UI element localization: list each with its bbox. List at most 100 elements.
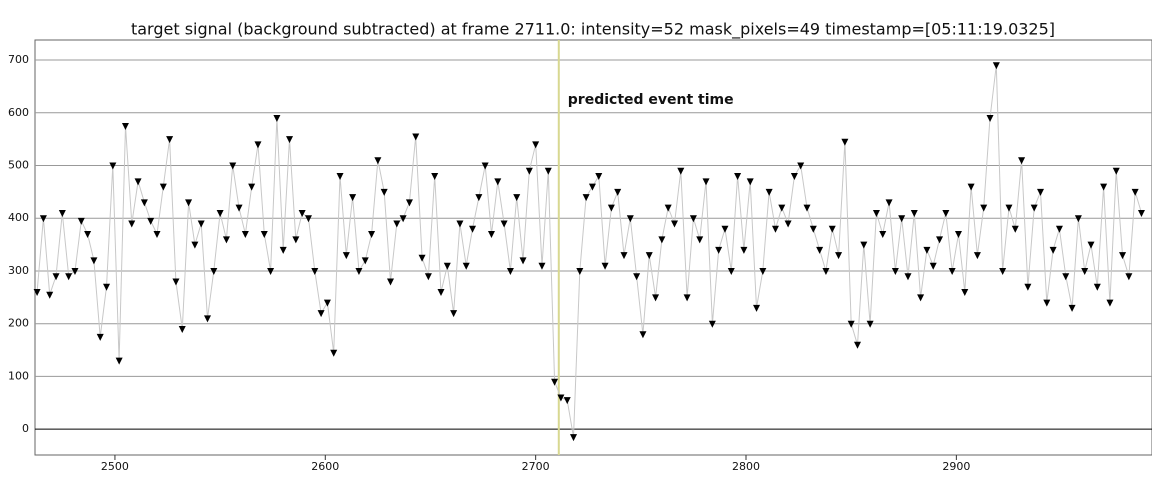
y-tick-label: 500 [8,159,29,172]
y-tick-label: 400 [8,211,29,224]
marker [90,257,98,265]
marker [778,204,786,212]
marker [96,333,104,341]
marker [1062,273,1070,281]
marker [961,289,969,297]
marker [317,310,325,318]
marker [33,289,41,297]
marker [172,278,180,286]
marker [1068,304,1076,312]
marker [342,252,350,260]
marker [734,173,742,181]
marker [380,188,388,196]
marker [216,209,224,217]
y-tick-label: 0 [22,422,29,435]
marker [399,215,407,223]
marker [248,183,256,191]
marker [860,241,868,249]
marker [166,136,174,144]
marker [323,299,331,307]
marker [134,178,142,186]
marker [1100,183,1108,191]
marker [626,215,634,223]
marker [677,167,685,175]
marker [588,183,596,191]
marker [191,241,199,249]
marker [519,257,527,265]
marker [727,267,735,275]
marker [1131,188,1139,196]
marker [506,267,514,275]
marker [936,236,944,244]
marker [1055,225,1063,233]
marker [456,220,464,228]
marker [910,209,918,217]
marker [601,262,609,270]
marker [387,278,395,286]
marker [254,141,262,149]
marker [77,217,85,225]
marker [450,310,458,318]
marker [58,209,66,217]
marker [84,231,92,239]
marker [942,209,950,217]
marker [1043,299,1051,307]
x-tick-label: 2800 [732,460,760,473]
marker [595,173,603,181]
marker [715,246,723,254]
marker [689,215,697,223]
marker [229,162,237,170]
marker [828,225,836,233]
marker [708,320,716,328]
marker [721,225,729,233]
marker [1112,167,1120,175]
annotation: predicted event time [568,92,734,108]
marker [494,178,502,186]
marker [39,215,47,223]
marker [475,194,483,202]
marker [424,273,432,281]
marker [822,267,830,275]
marker [872,209,880,217]
marker [260,231,268,239]
marker [790,173,798,181]
marker [853,341,861,349]
y-tick-label: 100 [8,369,29,382]
marker [115,357,123,365]
marker [292,236,300,244]
marker [103,283,111,291]
marker [607,204,615,212]
marker [121,122,129,130]
marker [917,294,925,302]
marker [885,199,893,207]
y-tick-label: 600 [8,106,29,119]
x-tick-label: 2600 [311,460,339,473]
marker [500,220,508,228]
marker [71,267,79,275]
marker [1125,273,1133,281]
marker [52,273,60,281]
marker [197,220,205,228]
marker [652,294,660,302]
marker [355,267,363,275]
marker [443,262,451,270]
marker [128,220,136,228]
marker [847,320,855,328]
marker [797,162,805,170]
marker [538,262,546,270]
marker [835,252,843,260]
marker [696,236,704,244]
marker [140,199,148,207]
marker [1037,188,1045,196]
marker [374,157,382,165]
marker [980,204,988,212]
marker [1018,157,1026,165]
marker [633,273,641,281]
y-tick-label: 200 [8,317,29,330]
marker [1074,215,1082,223]
marker [753,304,761,312]
marker [393,220,401,228]
marker [330,349,338,357]
marker [1049,246,1057,254]
